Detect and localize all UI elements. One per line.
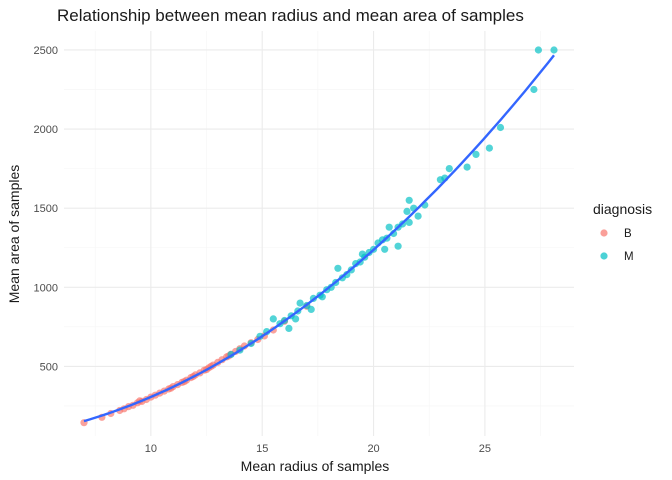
grid bbox=[64, 31, 574, 436]
legend: diagnosis B M bbox=[593, 201, 652, 263]
point-m bbox=[394, 242, 402, 250]
legend-label-b: B bbox=[624, 228, 632, 240]
point-m bbox=[285, 324, 293, 332]
y-tick-label: 2500 bbox=[34, 45, 58, 57]
chart-title: Relationship between mean radius and mea… bbox=[57, 6, 524, 25]
point-m bbox=[358, 250, 366, 258]
point-m bbox=[530, 85, 538, 94]
point-m bbox=[405, 196, 413, 204]
trend-line bbox=[83, 54, 555, 423]
legend-title: diagnosis bbox=[593, 201, 652, 217]
point-m bbox=[534, 46, 543, 54]
point-m bbox=[385, 223, 393, 231]
point-m bbox=[269, 315, 277, 323]
point-m bbox=[381, 245, 389, 253]
point-m bbox=[463, 163, 471, 171]
point-m bbox=[496, 123, 505, 132]
axis-ticks: 10 15 20 25 500 1000 1500 2000 2500 bbox=[34, 45, 492, 455]
point-m bbox=[550, 46, 558, 54]
point-m bbox=[472, 150, 480, 158]
data-points bbox=[80, 46, 558, 427]
x-tick-label: 10 bbox=[145, 443, 157, 455]
point-m bbox=[296, 299, 304, 307]
y-axis-title: Mean area of samples bbox=[6, 165, 22, 304]
point-m bbox=[292, 315, 300, 323]
y-tick-label: 1000 bbox=[34, 282, 58, 294]
x-axis-title: Mean radius of samples bbox=[241, 458, 390, 474]
point-m bbox=[414, 212, 422, 220]
x-tick-label: 25 bbox=[479, 443, 491, 455]
point-m bbox=[485, 144, 493, 152]
y-tick-label: 500 bbox=[40, 361, 58, 373]
point-m bbox=[307, 305, 315, 313]
x-tick-label: 20 bbox=[367, 443, 379, 455]
point-m bbox=[405, 218, 413, 226]
legend-swatch-b bbox=[600, 229, 608, 237]
y-tick-label: 1500 bbox=[34, 203, 58, 215]
point-m bbox=[334, 264, 342, 272]
legend-swatch-m bbox=[600, 252, 608, 260]
legend-label-m: M bbox=[624, 251, 634, 263]
x-tick-label: 15 bbox=[256, 443, 268, 455]
point-m bbox=[445, 165, 453, 173]
point-m bbox=[403, 207, 411, 215]
y-tick-label: 2000 bbox=[34, 124, 58, 136]
